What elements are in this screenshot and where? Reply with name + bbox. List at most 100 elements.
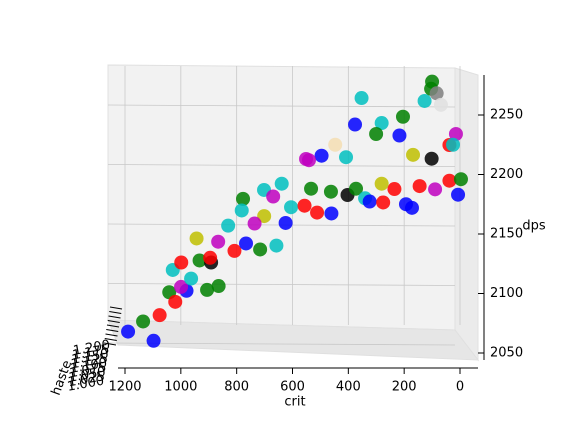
y-tick-label: 1.125 <box>70 351 109 372</box>
point <box>297 198 312 213</box>
point <box>211 234 226 249</box>
x-tick-label: 600 <box>280 380 305 395</box>
x-tick-label: 1000 <box>164 380 197 395</box>
z-tick-label: 2200 <box>490 167 523 182</box>
point <box>442 173 457 188</box>
point <box>189 231 204 246</box>
x-tick-label: 800 <box>224 380 249 395</box>
back-pane <box>107 64 456 331</box>
x-tick-label: 400 <box>336 380 361 395</box>
point <box>323 184 338 199</box>
point <box>328 137 343 152</box>
y-tick <box>109 311 122 314</box>
point <box>121 324 136 339</box>
y-tick-label: 1.200 <box>72 338 111 359</box>
point <box>146 333 161 348</box>
point <box>433 97 448 112</box>
point <box>392 128 407 143</box>
point <box>376 195 391 210</box>
point <box>274 176 289 191</box>
grid-line <box>107 342 456 346</box>
y-tick <box>105 333 118 337</box>
point <box>234 203 249 218</box>
point <box>354 91 369 106</box>
floor-pane <box>107 319 480 361</box>
point <box>348 117 363 132</box>
z-tick-label: 2250 <box>490 108 523 123</box>
point <box>136 314 151 329</box>
y-tick <box>106 329 119 332</box>
point <box>406 147 421 162</box>
x-axis-label: crit <box>284 395 305 410</box>
grid-line <box>107 164 456 167</box>
point <box>424 151 439 166</box>
point <box>211 279 226 294</box>
y-tick-label: 1.000 <box>66 374 105 395</box>
point <box>425 74 440 89</box>
point <box>253 242 268 257</box>
point <box>174 279 189 294</box>
point <box>269 238 284 253</box>
z-tick-label: 2050 <box>490 346 523 361</box>
point <box>429 86 444 101</box>
point <box>184 271 199 286</box>
y-tick <box>103 342 117 346</box>
y-tick-label: 1.050 <box>68 365 107 386</box>
point <box>428 182 443 197</box>
point <box>200 282 215 297</box>
point <box>310 205 325 220</box>
point <box>278 215 293 230</box>
point <box>339 150 354 165</box>
point <box>453 172 468 187</box>
y-tick-label: 1.100 <box>69 356 108 377</box>
point <box>448 126 463 141</box>
point <box>446 137 461 152</box>
point <box>412 179 427 194</box>
y-tick-label: 1.075 <box>68 360 107 381</box>
x-tick-label: 1200 <box>108 380 141 395</box>
point <box>221 218 236 233</box>
point <box>374 116 389 131</box>
point <box>395 109 410 124</box>
grid-line <box>107 283 456 286</box>
y-tick-label: 1.025 <box>67 369 106 390</box>
point <box>284 200 299 215</box>
point <box>417 93 432 108</box>
y-tick <box>109 306 123 310</box>
point <box>266 189 281 204</box>
point <box>324 206 339 221</box>
point <box>404 200 419 215</box>
z-tick-label: 2100 <box>490 286 523 301</box>
point <box>387 182 402 197</box>
point <box>152 308 167 323</box>
point <box>257 209 272 224</box>
point <box>304 181 319 196</box>
point <box>227 243 242 258</box>
y-tick <box>108 315 121 319</box>
point <box>247 216 262 231</box>
point <box>369 126 384 141</box>
y-tick-label: 1.175 <box>71 342 110 363</box>
z-axis-label: dps <box>522 219 546 234</box>
y-tick <box>107 320 120 323</box>
point <box>174 255 189 270</box>
point <box>301 153 316 168</box>
grid-line <box>107 104 456 108</box>
point <box>314 148 329 163</box>
point <box>362 194 377 209</box>
x-tick-label: 200 <box>392 380 417 395</box>
point <box>203 250 218 265</box>
side-pane <box>454 67 479 362</box>
y-tick-label: 1.150 <box>71 347 110 368</box>
point <box>451 187 466 202</box>
point <box>236 191 251 206</box>
y-tick <box>106 324 120 328</box>
point <box>168 294 183 309</box>
x-tick-label: 0 <box>456 380 464 395</box>
point <box>192 253 207 268</box>
point <box>374 176 389 191</box>
point <box>239 236 254 251</box>
point <box>349 181 364 196</box>
y-tick <box>104 338 117 341</box>
